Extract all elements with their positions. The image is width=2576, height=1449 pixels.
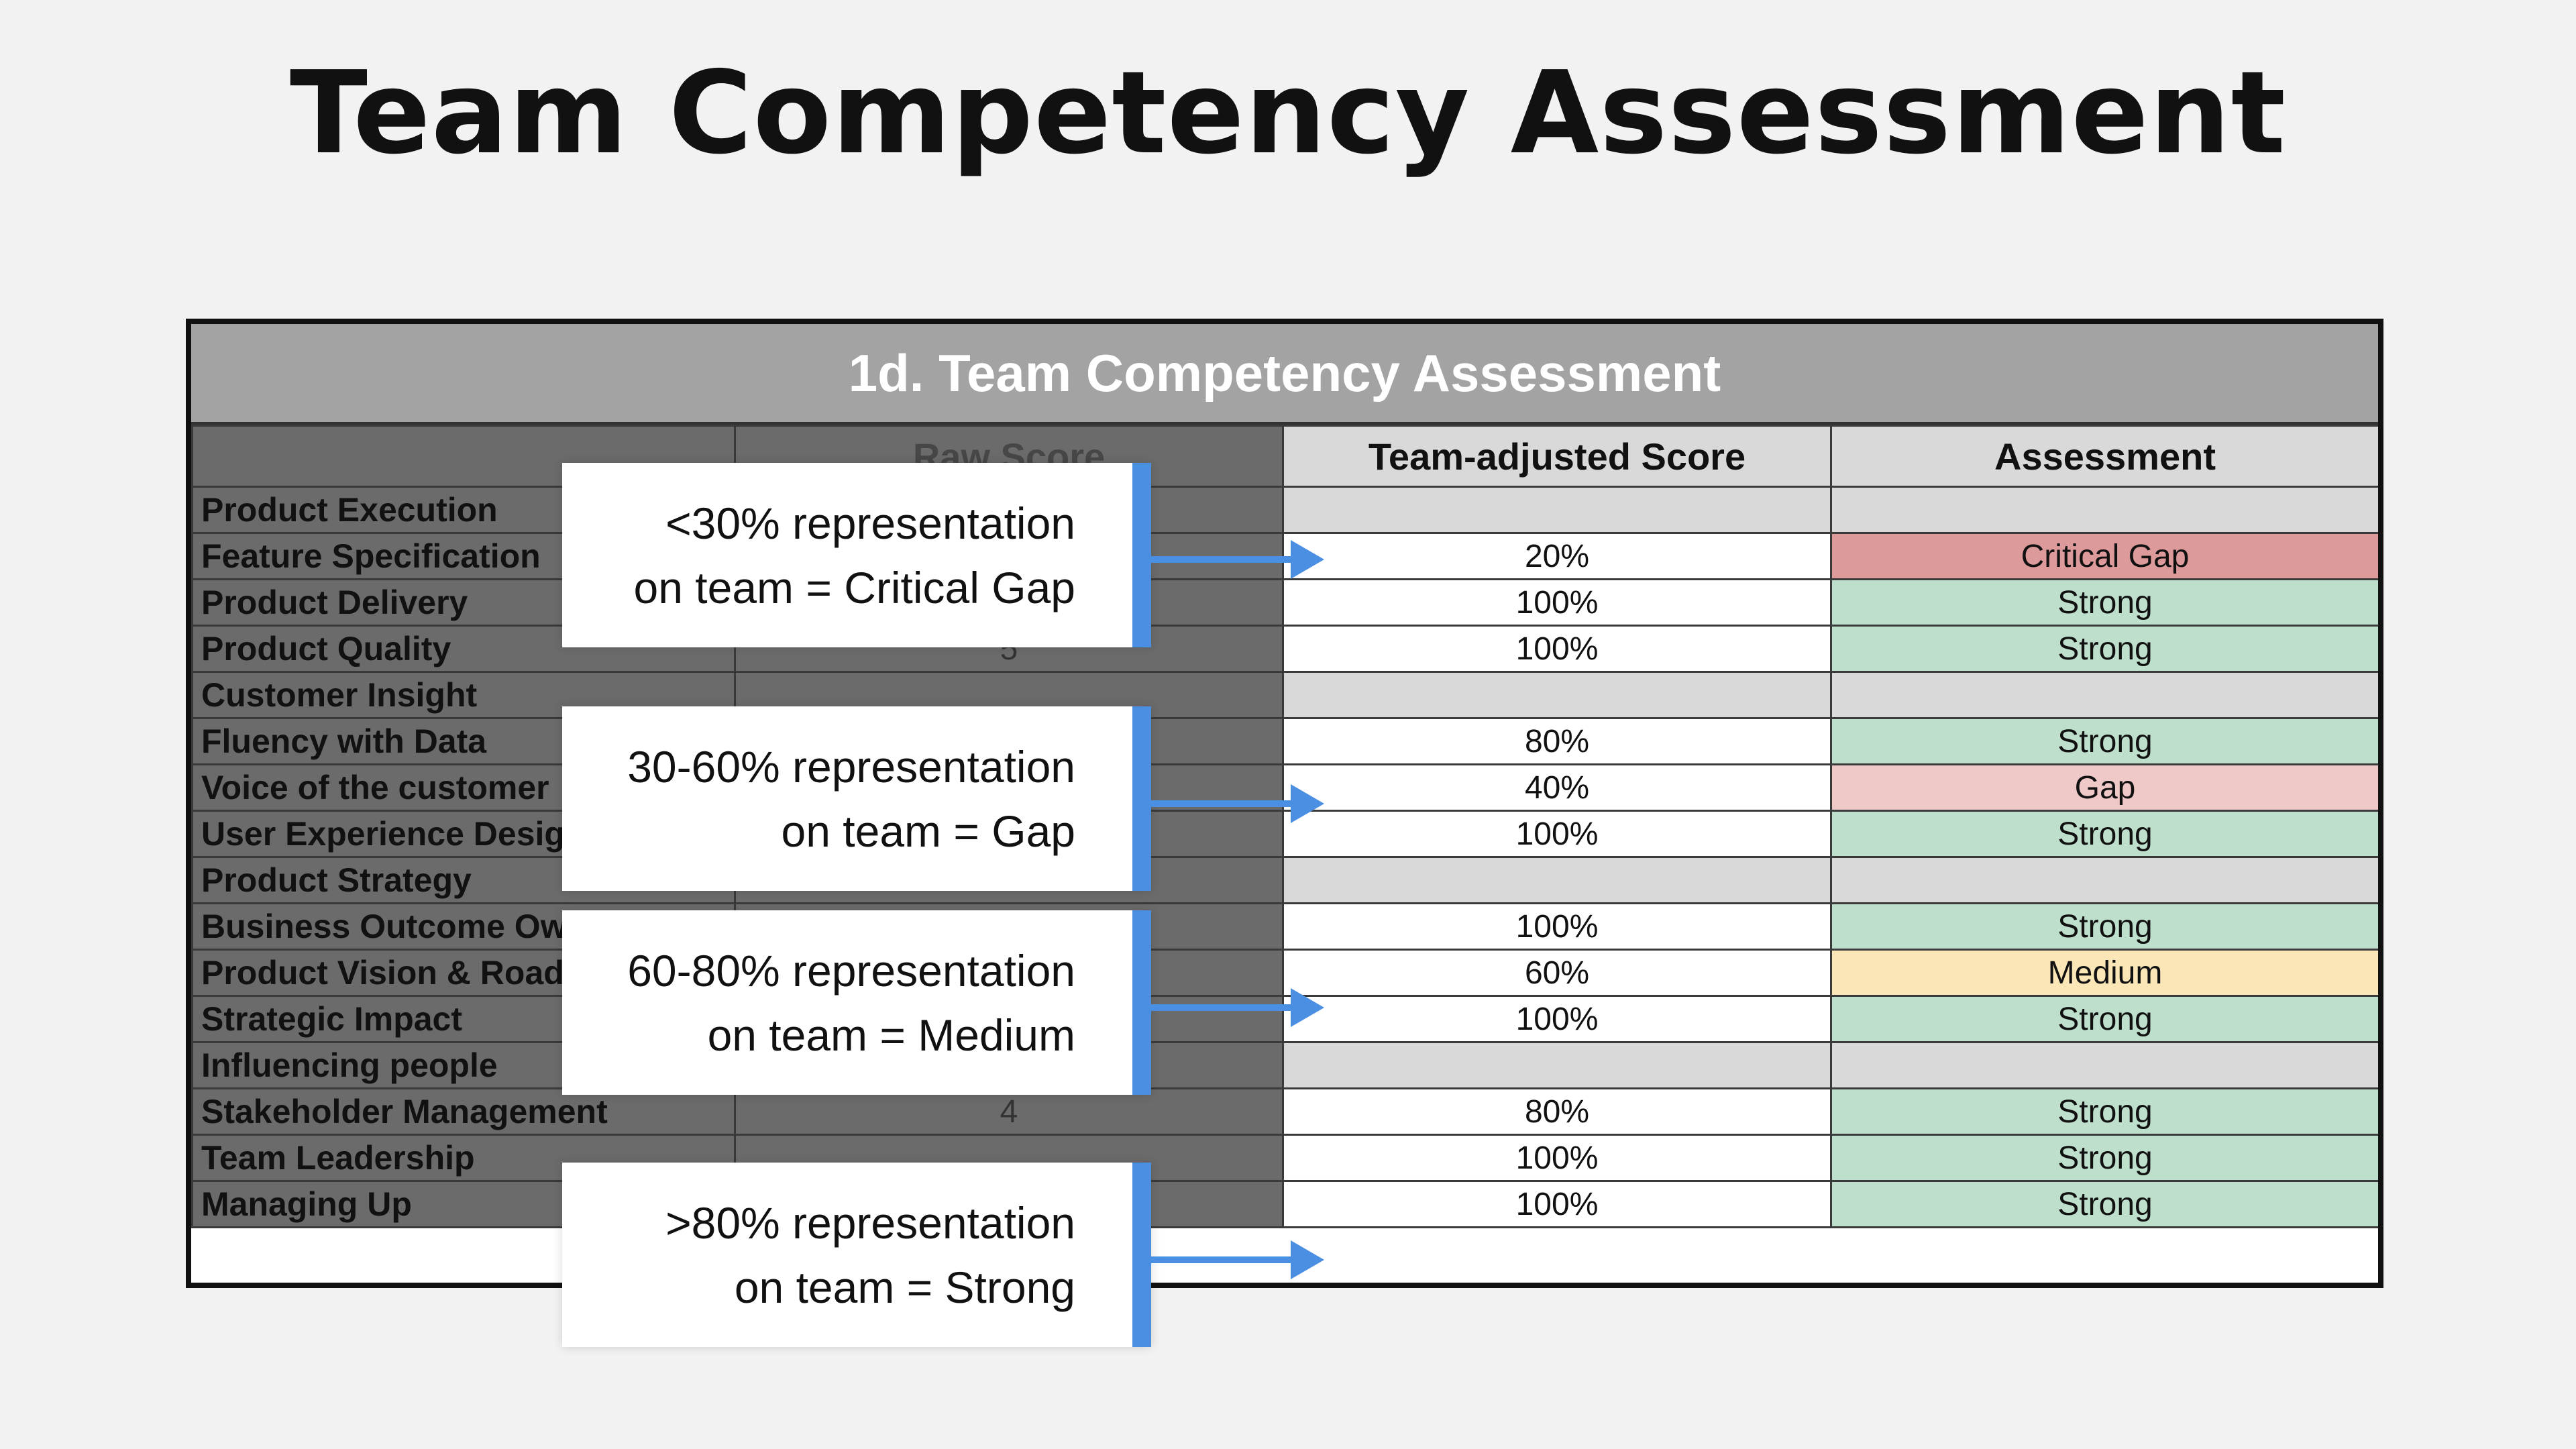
assessment-cell: Strong — [1830, 1180, 2378, 1228]
assessment-cell — [1830, 1041, 2378, 1089]
assessment-cell: Strong — [1830, 1134, 2378, 1182]
competency-label: Product Vision & Roadmapping — [191, 949, 736, 997]
assessment-cell — [1830, 671, 2378, 719]
category-row: Product Strategy — [191, 856, 2378, 904]
header-assessment: Assessment — [1830, 425, 2378, 488]
team-adjusted-score-cell — [1282, 856, 1832, 904]
team-adjusted-score-cell: 40% — [1282, 763, 1832, 812]
team-adjusted-score-cell: 100% — [1282, 1134, 1832, 1182]
assessment-cell: Strong — [1830, 625, 2378, 673]
table-header-row: Raw Score Team-adjusted Score Assessment — [191, 425, 2378, 488]
assessment-cell: Medium — [1830, 949, 2378, 997]
competency-label: Stakeholder Management — [191, 1087, 736, 1136]
assessment-cell: Gap — [1830, 763, 2378, 812]
assessment-cell: Strong — [1830, 995, 2378, 1043]
assessment-cell: Strong — [1830, 1087, 2378, 1136]
callout-line: <30% representation — [665, 498, 1075, 548]
team-adjusted-score-cell — [1282, 671, 1832, 719]
team-adjusted-score-cell: 100% — [1282, 902, 1832, 951]
assessment-cell — [1830, 856, 2378, 904]
assessment-cell: Strong — [1830, 902, 2378, 951]
category-row: Customer Insight — [191, 671, 2378, 719]
competency-sheet: 1d. Team Competency Assessment Raw Score… — [186, 319, 2383, 1288]
assessment-cell: Strong — [1830, 578, 2378, 627]
table-row: Strategic Impact 100% Strong — [191, 995, 2378, 1043]
table-row: Product Quality 5 100% Strong — [191, 625, 2378, 673]
table-row: User Experience Design 100% Strong — [191, 810, 2378, 858]
raw-score-cell: 4 — [734, 1087, 1284, 1136]
table-row: Business Outcome Ownership 100% Strong — [191, 902, 2378, 951]
competency-table: Raw Score Team-adjusted Score Assessment… — [191, 425, 2378, 1228]
team-adjusted-score-cell: 100% — [1282, 810, 1832, 858]
callout-medium: 60-80% representation on team = Medium — [562, 910, 1151, 1095]
assessment-cell: Strong — [1830, 810, 2378, 858]
table-row: Team Leadership 100% Strong — [191, 1134, 2378, 1182]
table-row: Product Vision & Roadmapping 60% Medium — [191, 949, 2378, 997]
callout-line: 60-80% representation — [627, 945, 1075, 996]
callout-line: on team = Critical Gap — [633, 562, 1075, 612]
team-adjusted-score-cell: 100% — [1282, 995, 1832, 1043]
table-row: Product Delivery 100% Strong — [191, 578, 2378, 627]
category-row: Product Execution — [191, 486, 2378, 534]
assessment-cell — [1830, 486, 2378, 534]
callout-line: >80% representation — [665, 1197, 1075, 1248]
callout-critical-gap: <30% representation on team = Critical Ga… — [562, 463, 1151, 647]
team-adjusted-score-cell — [1282, 486, 1832, 534]
page-title: Team Competency Assessment — [289, 47, 2287, 180]
callout-gap: 30-60% representation on team = Gap — [562, 706, 1151, 891]
callout-line: on team = Strong — [734, 1262, 1075, 1312]
header-team-adjusted-score: Team-adjusted Score — [1282, 425, 1832, 488]
team-adjusted-score-cell: 20% — [1282, 532, 1832, 580]
team-adjusted-score-cell: 100% — [1282, 578, 1832, 627]
callout-line: 30-60% representation — [627, 741, 1075, 792]
team-adjusted-score-cell: 100% — [1282, 625, 1832, 673]
team-adjusted-score-cell: 80% — [1282, 1087, 1832, 1136]
assessment-cell: Strong — [1830, 717, 2378, 765]
arrow-icon — [1151, 988, 1324, 1027]
category-row: Influencing people — [191, 1041, 2378, 1089]
callout-strong: >80% representation on team = Strong — [562, 1163, 1151, 1347]
arrow-icon — [1151, 1240, 1324, 1279]
team-adjusted-score-cell — [1282, 1041, 1832, 1089]
table-row: Stakeholder Management 4 80% Strong — [191, 1087, 2378, 1136]
arrow-icon — [1151, 540, 1324, 579]
arrow-icon — [1151, 784, 1324, 823]
callout-line: on team = Medium — [707, 1010, 1075, 1060]
team-adjusted-score-cell: 100% — [1282, 1180, 1832, 1228]
team-adjusted-score-cell: 80% — [1282, 717, 1832, 765]
sheet-title: 1d. Team Competency Assessment — [191, 324, 2378, 425]
table-row: Managing Up 100% Strong — [191, 1180, 2378, 1228]
assessment-cell: Critical Gap — [1830, 532, 2378, 580]
team-adjusted-score-cell: 60% — [1282, 949, 1832, 997]
table-row: Fluency with Data 80% Strong — [191, 717, 2378, 765]
callout-line: on team = Gap — [781, 806, 1075, 856]
